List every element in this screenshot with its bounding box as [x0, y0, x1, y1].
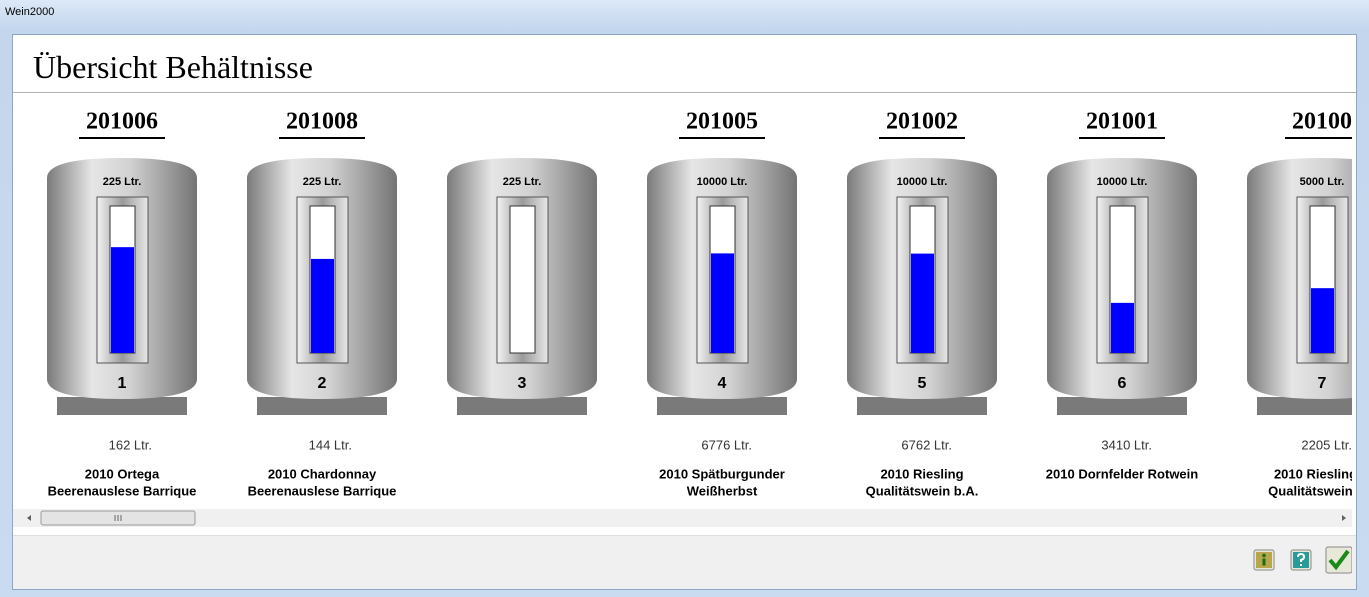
- wine-name: 2010 Chardonnay: [268, 466, 377, 481]
- tank: 225 Ltr. 3: [447, 158, 597, 415]
- fill-amount: 3410 Ltr.: [1101, 437, 1152, 452]
- wine-name: 2010 Riesling: [880, 466, 963, 481]
- tank-number: 1: [118, 375, 127, 392]
- fill-level: [711, 253, 734, 353]
- tank-base: [1257, 397, 1352, 415]
- fill-amount: 144 Ltr.: [309, 437, 352, 452]
- lot-number: 201005: [686, 109, 758, 135]
- scroll-track: [13, 509, 1352, 527]
- page-heading: Übersicht Behältnisse: [33, 49, 313, 86]
- fill-amount: 6762 Ltr.: [901, 437, 952, 452]
- tank-base: [457, 397, 587, 415]
- gauge-inner: [510, 206, 535, 353]
- lot-number: 201001: [1086, 109, 1158, 135]
- tank-number: 6: [1118, 375, 1127, 392]
- footer-bar: [13, 535, 1356, 589]
- wine-name: Beerenauslese Barrique: [248, 483, 397, 498]
- wine-name: Qualitätswein mit: [1268, 483, 1352, 498]
- tank-capacity: 225 Ltr.: [303, 176, 342, 188]
- tank-capacity: 10000 Ltr.: [697, 176, 748, 188]
- window-title: Wein2000: [5, 6, 54, 18]
- tank-capacity: 10000 Ltr.: [897, 176, 948, 188]
- tank-number: 2: [318, 375, 327, 392]
- wine-name: 2010 Riesling K: [1274, 466, 1352, 481]
- tank-capacity: 225 Ltr.: [103, 176, 142, 188]
- tank: 20100 5000 Ltr. 2205 Ltr. 7 2010 Riesling K Q…: [1247, 109, 1352, 499]
- tank-number: 3: [518, 375, 527, 392]
- lot-number: 201006: [86, 109, 158, 135]
- tank-base: [57, 397, 187, 415]
- wine-name: Weißherbst: [687, 483, 758, 498]
- help-button[interactable]: [1291, 550, 1311, 570]
- fill-amount: 162 Ltr.: [109, 437, 152, 452]
- tank-number: 7: [1318, 375, 1327, 392]
- lot-number: 201002: [886, 109, 958, 135]
- tank: 201006 225 Ltr. 162 Ltr. 1 2010 Ortega Beeren…: [47, 109, 197, 499]
- tank-capacity: 10000 Ltr.: [1097, 176, 1148, 188]
- footer-buttons: [13, 536, 1352, 592]
- tank: 201001 10000 Ltr. 3410 Ltr. 6 2010 Dornfelde…: [1046, 109, 1198, 482]
- lot-number: 20100: [1292, 109, 1352, 135]
- page: {"window": {"title": "Wein2000"}, "heade…: [0, 0, 1369, 591]
- wine-name: 2010 Spätburgunder: [659, 466, 785, 481]
- ok-button[interactable]: [1326, 547, 1352, 573]
- tank-capacity: 5000 Ltr.: [1300, 176, 1345, 188]
- fill-level: [111, 247, 134, 353]
- fill-level: [911, 254, 934, 353]
- tank: 201005 10000 Ltr. 6776 Ltr. 4 2010 Spätburgu…: [647, 109, 797, 499]
- fill-level: [311, 259, 334, 353]
- tank-base: [257, 397, 387, 415]
- fill-amount: 2205 Ltr.: [1301, 437, 1352, 452]
- wine-name: Qualitätswein b.A.: [866, 483, 979, 498]
- wine-name: 2010 Ortega: [85, 466, 160, 481]
- tank: 201008 225 Ltr. 144 Ltr. 2 2010 Chardonnay Be…: [247, 109, 397, 499]
- fill-level: [1311, 288, 1334, 353]
- wine-name: 2010 Dornfelder Rotwein: [1046, 466, 1198, 481]
- window: Wein2000 Übersicht Behältnisse 201006225…: [0, 0, 1369, 591]
- wine-name: Beerenauslese Barrique: [48, 483, 197, 498]
- tank: 201002 10000 Ltr. 6762 Ltr. 5 2010 Riesling Q…: [847, 109, 997, 499]
- lot-number: 201008: [286, 109, 358, 135]
- horizontal-scrollbar[interactable]: [13, 509, 1352, 527]
- fill-level: [1111, 303, 1134, 353]
- tank-number: 5: [918, 375, 927, 392]
- tank-base: [657, 397, 787, 415]
- tank-base: [857, 397, 987, 415]
- tank-capacity: 225 Ltr.: [503, 176, 542, 188]
- tank-number: 4: [718, 375, 727, 392]
- fill-amount: 6776 Ltr.: [701, 437, 752, 452]
- tank-base: [1057, 397, 1187, 415]
- info-button[interactable]: [1254, 550, 1274, 570]
